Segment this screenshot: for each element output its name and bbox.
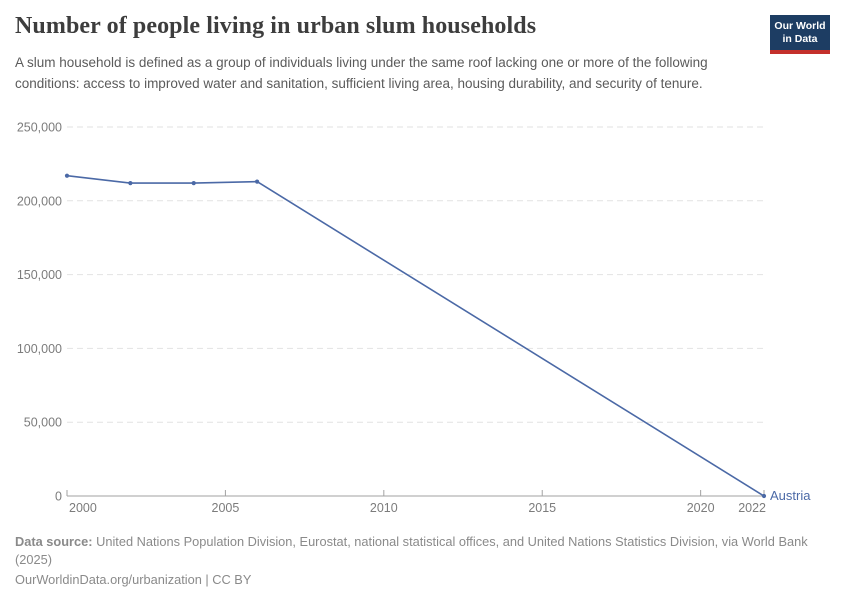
- entity-label: Austria: [770, 488, 811, 503]
- owid-logo-line2: in Data: [782, 33, 818, 45]
- page-title: Number of people living in urban slum ho…: [15, 13, 537, 39]
- chart-subtitle: A slum household is defined as a group o…: [15, 55, 708, 91]
- x-tick-label: 2010: [370, 501, 398, 515]
- data-point: [254, 179, 260, 184]
- y-tick-label: 200,000: [17, 194, 62, 208]
- x-tick-label: 2000: [69, 501, 97, 515]
- y-tick-label: 250,000: [17, 121, 62, 135]
- y-tick-label: 150,000: [17, 268, 62, 282]
- owid-logo-box: Our World in Data: [770, 15, 830, 50]
- x-tick-label: 2005: [212, 501, 240, 515]
- x-tick-label: 2022: [738, 501, 766, 515]
- y-tick-label: 100,000: [17, 342, 62, 356]
- data-source-text: United Nations Population Division, Euro…: [15, 534, 808, 567]
- x-tick-label: 2015: [528, 501, 556, 515]
- chart-footer: Data source: United Nations Population D…: [15, 533, 837, 589]
- line-chart: 0 50,000 100,000 150,000 200,000 250,000 2000 2…: [17, 121, 811, 516]
- x-tick-label: 2020: [687, 501, 715, 515]
- data-point: [761, 493, 767, 499]
- owid-logo: Our World in Data: [770, 15, 830, 54]
- owid-logo-line1: Our World: [774, 20, 826, 32]
- data-point: [191, 180, 196, 186]
- data-point: [64, 173, 70, 178]
- y-tick-label: 50,000: [24, 416, 62, 430]
- logo-red-bar: [770, 50, 830, 54]
- data-line-austria: [66, 174, 765, 497]
- footer-note: OurWorldinData.org/urbanization | CC BY: [15, 572, 252, 587]
- y-tick-label: 0: [55, 490, 62, 504]
- data-source: Data source: United Nations Population D…: [15, 533, 837, 568]
- data-point: [128, 180, 133, 186]
- data-source-label: Data source:: [15, 534, 93, 549]
